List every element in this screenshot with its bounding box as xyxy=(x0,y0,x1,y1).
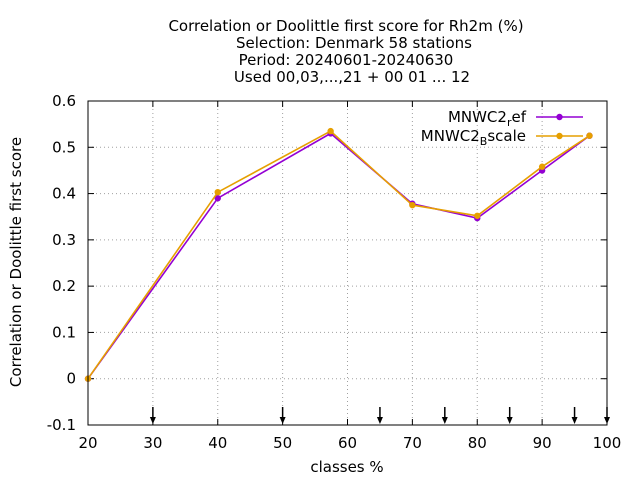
title-line-3: Period: 20240601-20240630 xyxy=(239,51,454,69)
x-tick-label: 60 xyxy=(338,434,357,452)
title-line-1: Correlation or Doolittle first score for… xyxy=(168,17,523,35)
series-line xyxy=(87,132,590,380)
data-point xyxy=(474,212,481,219)
class-marker-arrow xyxy=(376,407,383,424)
data-point xyxy=(214,195,221,202)
data-point xyxy=(214,188,221,196)
y-axis-label: Correlation or Doolittle first score xyxy=(7,137,25,387)
x-tick-label: 80 xyxy=(468,434,487,452)
y-tick-label: 0.6 xyxy=(52,92,76,110)
legend-label: MNWC2Bscale xyxy=(421,127,526,148)
tick-labels: 20 30 40 50 60 70 80 90 100 -0.1 0 0.1 0.2 0.3 0.4 0.5 0… xyxy=(47,92,622,452)
axis-ticks xyxy=(87,100,608,426)
legend-swatch-point xyxy=(556,113,563,121)
y-tick-label: 0.3 xyxy=(52,231,76,249)
class-marker-arrow xyxy=(441,407,448,424)
class-marker-arrow xyxy=(506,407,513,424)
data-point xyxy=(409,201,416,209)
legend-swatch-point xyxy=(556,132,563,140)
x-tick-label: 40 xyxy=(208,434,227,452)
x-tick-label: 90 xyxy=(533,434,552,452)
y-tick-label: -0.1 xyxy=(47,416,76,434)
grid-lines xyxy=(88,101,607,425)
legend-label: MNWC2ref xyxy=(448,108,527,129)
series-MNWC2_Bscale xyxy=(84,127,593,382)
x-tick-label: 100 xyxy=(593,434,622,452)
class-marker-arrow xyxy=(571,407,578,424)
class-markers xyxy=(149,407,610,424)
class-marker-arrow xyxy=(149,407,156,424)
y-tick-label: 0.2 xyxy=(52,277,76,295)
data-point xyxy=(586,132,593,139)
y-tick-label: 0 xyxy=(66,370,76,388)
x-tick-label: 30 xyxy=(143,434,162,452)
x-axis-label: classes % xyxy=(310,458,383,476)
y-tick-label: 0.4 xyxy=(52,185,76,203)
legend-entry-MNWC2_ref: MNWC2ref xyxy=(448,108,583,129)
title-line-2: Selection: Denmark 58 stations xyxy=(236,34,472,52)
title-line-4: Used 00,03,...,21 + 00 01 ... 12 xyxy=(234,68,470,86)
series-layer xyxy=(84,127,593,382)
x-tick-label: 20 xyxy=(78,434,97,452)
x-tick-label: 50 xyxy=(273,434,292,452)
series-line xyxy=(87,130,590,380)
chart-title: Correlation or Doolittle first score for… xyxy=(168,17,523,86)
y-tick-label: 0.1 xyxy=(52,323,76,341)
data-point xyxy=(538,163,546,170)
y-tick-label: 0.5 xyxy=(52,138,76,156)
legend-entry-MNWC2_Bscale: MNWC2Bscale xyxy=(421,127,583,148)
class-marker-arrow xyxy=(279,407,286,424)
data-point xyxy=(327,127,334,135)
x-tick-label: 70 xyxy=(403,434,422,452)
series-MNWC2_ref xyxy=(84,130,593,382)
plot-frame xyxy=(87,100,608,426)
